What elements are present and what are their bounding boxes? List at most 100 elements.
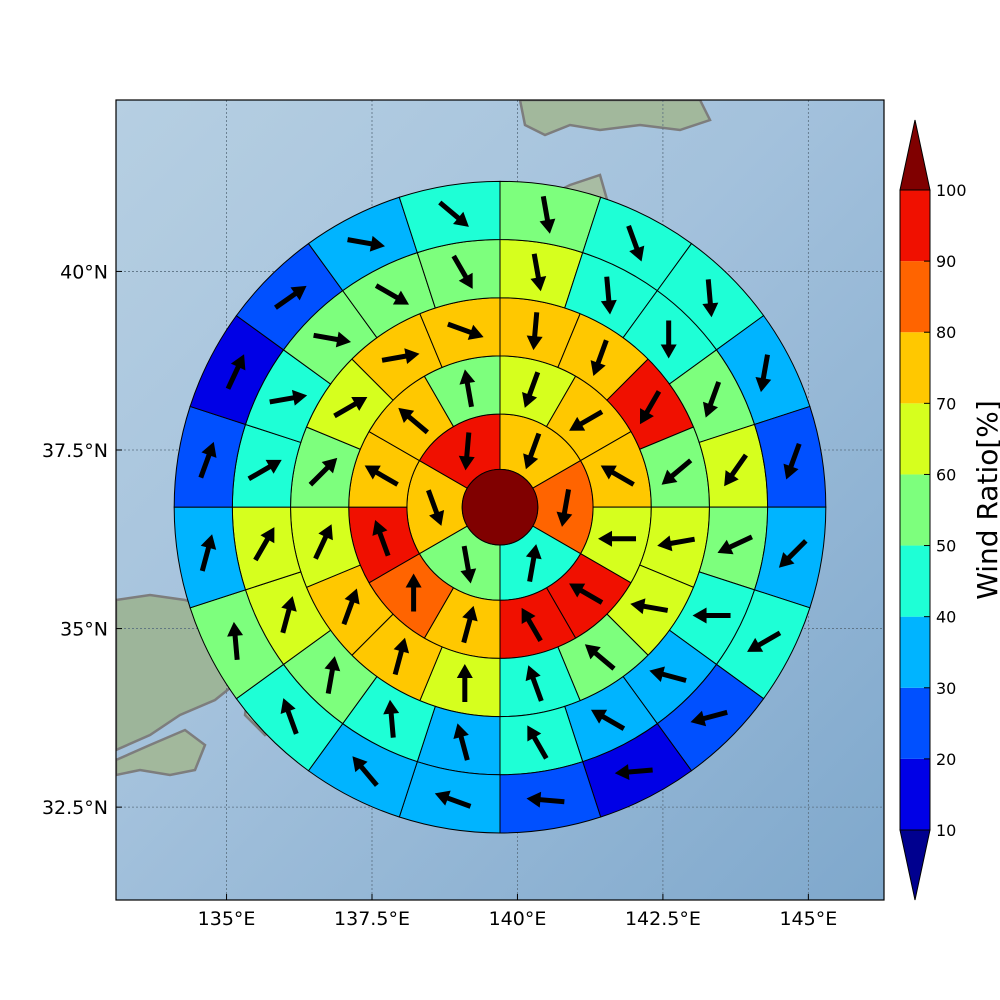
wind-arrow <box>333 396 368 419</box>
wind-arrow-shape <box>225 354 246 390</box>
wind-arrow <box>461 605 478 644</box>
wind-arrow <box>660 320 677 359</box>
wind-arrow <box>525 665 544 702</box>
wind-arrow <box>522 371 541 408</box>
wind-arrow <box>527 725 549 760</box>
wind-arrow <box>381 348 420 365</box>
wind-direction-arrows <box>198 195 808 809</box>
wind-arrow-shape <box>247 459 282 481</box>
wind-arrow-shape <box>313 524 333 560</box>
wind-arrow-shape <box>661 458 693 485</box>
colorbar-band <box>900 190 930 262</box>
colorbar-tick-label: 80 <box>936 323 956 342</box>
wind-arrow <box>460 545 477 584</box>
wind-arrow-shape <box>660 320 677 359</box>
wind-arrow-shape <box>324 656 341 694</box>
wind-ratio-sectors <box>173 180 827 834</box>
wind-arrow-shape <box>630 598 669 615</box>
colorbar-extend-max <box>899 119 931 191</box>
wind-arrow <box>253 527 275 562</box>
colorbar-tick-label: 20 <box>936 750 956 769</box>
wind-arrow <box>630 598 669 615</box>
wind-arrow-shape <box>383 699 400 738</box>
wind-arrow-shape <box>458 432 475 471</box>
wind-arrow <box>434 790 472 809</box>
wind-arrow <box>392 637 410 676</box>
colorbar-tick-label: 60 <box>936 465 956 484</box>
wind-arrow-shape <box>649 666 687 683</box>
land-shikoku <box>116 728 207 777</box>
wind-arrow <box>347 235 385 252</box>
colorbar-tick-label: 90 <box>936 252 956 271</box>
wind-arrow-shape <box>525 544 542 582</box>
wind-arrow <box>426 489 445 526</box>
wind-arrow <box>438 200 469 227</box>
y-axis-ticks: 40°N 37.5°N 35°N 32.5°N <box>42 261 122 819</box>
wind-arrow-shape <box>398 407 430 435</box>
wind-arrow-shape <box>461 605 478 644</box>
wind-arrow-shape <box>600 465 635 487</box>
colorbar-title: Wind Ratio[%] <box>971 400 1000 600</box>
wind-arrow <box>690 709 728 727</box>
wind-arrow-shape <box>364 465 399 487</box>
wind-arrow-shape <box>525 665 544 702</box>
wind-arrow <box>313 524 333 560</box>
colorbar-band <box>900 687 930 759</box>
wind-arrow <box>372 519 391 557</box>
wind-arrow <box>526 312 543 351</box>
x-tick-label: 142.5°E <box>625 908 701 930</box>
wind-arrow-shape <box>522 371 541 408</box>
wind-arrow <box>702 279 719 318</box>
wind-arrow-shape <box>590 709 626 731</box>
wind-arrow-shape <box>590 339 609 376</box>
wind-arrow-shape <box>199 534 217 572</box>
wind-arrow-shape <box>347 235 385 252</box>
wind-arrow <box>539 195 556 234</box>
wind-arrow-shape <box>717 534 753 555</box>
wind-arrow <box>447 321 484 340</box>
wind-arrow-shape <box>523 432 542 470</box>
wind-arrow <box>600 465 635 487</box>
colorbar-tick-label: 10 <box>936 821 956 840</box>
wind-arrow <box>324 656 341 694</box>
wind-arrow-shape <box>569 583 604 605</box>
wind-arrow-shape <box>690 709 728 727</box>
center-disc <box>461 468 539 546</box>
x-tick-label: 145°E <box>779 908 837 930</box>
colorbar-band <box>900 758 930 830</box>
wind-arrow-shape <box>426 489 445 526</box>
wind-arrow <box>639 390 662 425</box>
colorbar-band <box>900 545 930 617</box>
wind-arrow <box>374 283 410 305</box>
wind-arrow <box>280 596 297 634</box>
wind-arrow-shape <box>434 790 472 809</box>
wind-arrow-shape <box>639 390 662 425</box>
wind-arrow-shape <box>692 607 731 624</box>
wind-arrow <box>783 442 802 480</box>
wind-arrow <box>313 331 352 348</box>
wind-arrow <box>717 534 753 555</box>
wind-arrow-shape <box>438 200 469 227</box>
y-tick-label: 32.5°N <box>42 797 108 819</box>
wind-arrow-shape <box>405 573 422 612</box>
colorbar-extend-min <box>899 829 931 901</box>
wind-arrow <box>521 607 543 642</box>
x-axis-ticks: 135°E 137.5°E 140°E 142.5°E 145°E <box>198 894 837 930</box>
wind-arrow-shape <box>352 756 379 787</box>
wind-arrow <box>280 698 299 735</box>
colorbar-tick-label: 40 <box>936 608 956 627</box>
wind-arrow <box>274 285 307 310</box>
map-panel <box>115 99 885 901</box>
x-tick-label: 137.5°E <box>334 908 410 930</box>
wind-arrow-shape <box>702 381 722 418</box>
wind-arrow <box>269 389 308 406</box>
wind-arrow-shape <box>451 254 473 289</box>
wind-arrow-shape <box>724 453 748 487</box>
colorbar: 10 20 30 40 50 60 70 80 90 100 <box>899 119 967 901</box>
wind-arrow <box>556 488 573 527</box>
colorbar-band <box>900 403 930 475</box>
wind-arrow-shape <box>280 596 297 634</box>
wind-arrow-shape <box>783 442 802 480</box>
wind-arrow <box>352 756 379 787</box>
